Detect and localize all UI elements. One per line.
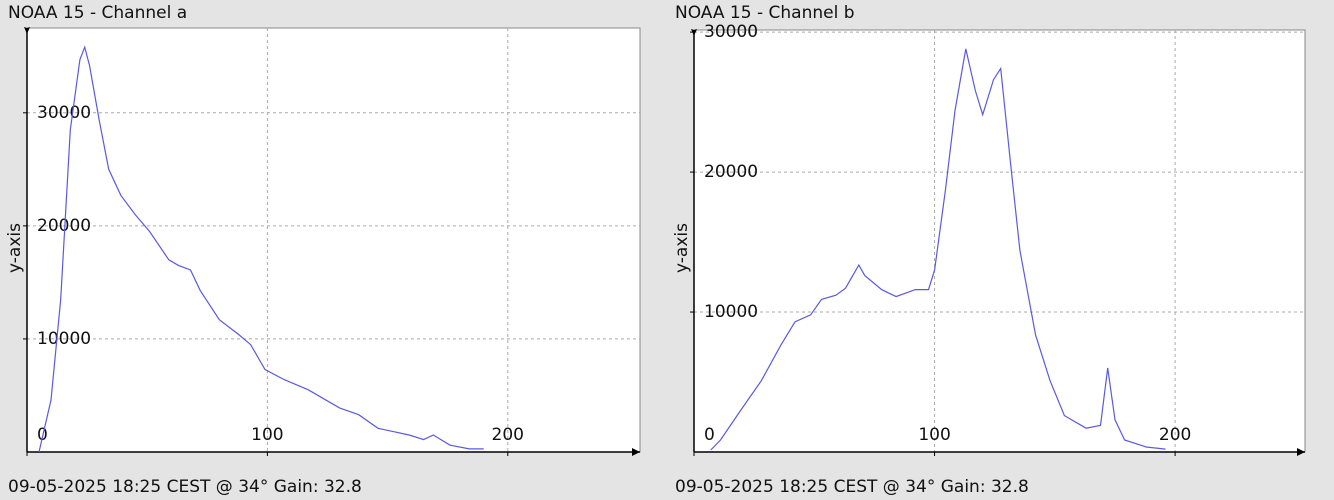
caption: 09-05-2025 18:25 CEST @ 34° Gain: 32.8 (8, 477, 362, 497)
data-line (710, 48, 1166, 451)
y-axis-label: y-axis (672, 223, 692, 273)
y-arrow (24, 27, 30, 34)
plot-area (693, 29, 1306, 453)
x-tick-label: 100 (918, 425, 950, 445)
x-tick-label: 100 (251, 425, 283, 445)
chart-title: NOAA 15 - Channel a (8, 3, 187, 23)
y-tick-label: 20000 (37, 216, 91, 236)
chart-title: NOAA 15 - Channel b (675, 3, 855, 23)
y-tick-label: 20000 (704, 162, 758, 182)
y-tick-label: 30000 (37, 103, 91, 123)
x-arrow (632, 448, 640, 456)
plot-area (26, 27, 641, 453)
x-tick-label: 200 (492, 425, 524, 445)
y-axis-label: y-axis (5, 223, 25, 273)
y-tick-label: 10000 (704, 302, 758, 322)
y-arrow (691, 29, 697, 36)
caption: 09-05-2025 18:25 CEST @ 34° Gain: 32.8 (675, 477, 1029, 497)
y-tick-label: 10000 (37, 329, 91, 349)
x-arrow (1297, 448, 1305, 456)
y-tick-label: 30000 (704, 22, 758, 42)
data-line (38, 45, 484, 453)
x-tick-label: 0 (704, 425, 715, 445)
x-tick-label: 200 (1159, 425, 1191, 445)
